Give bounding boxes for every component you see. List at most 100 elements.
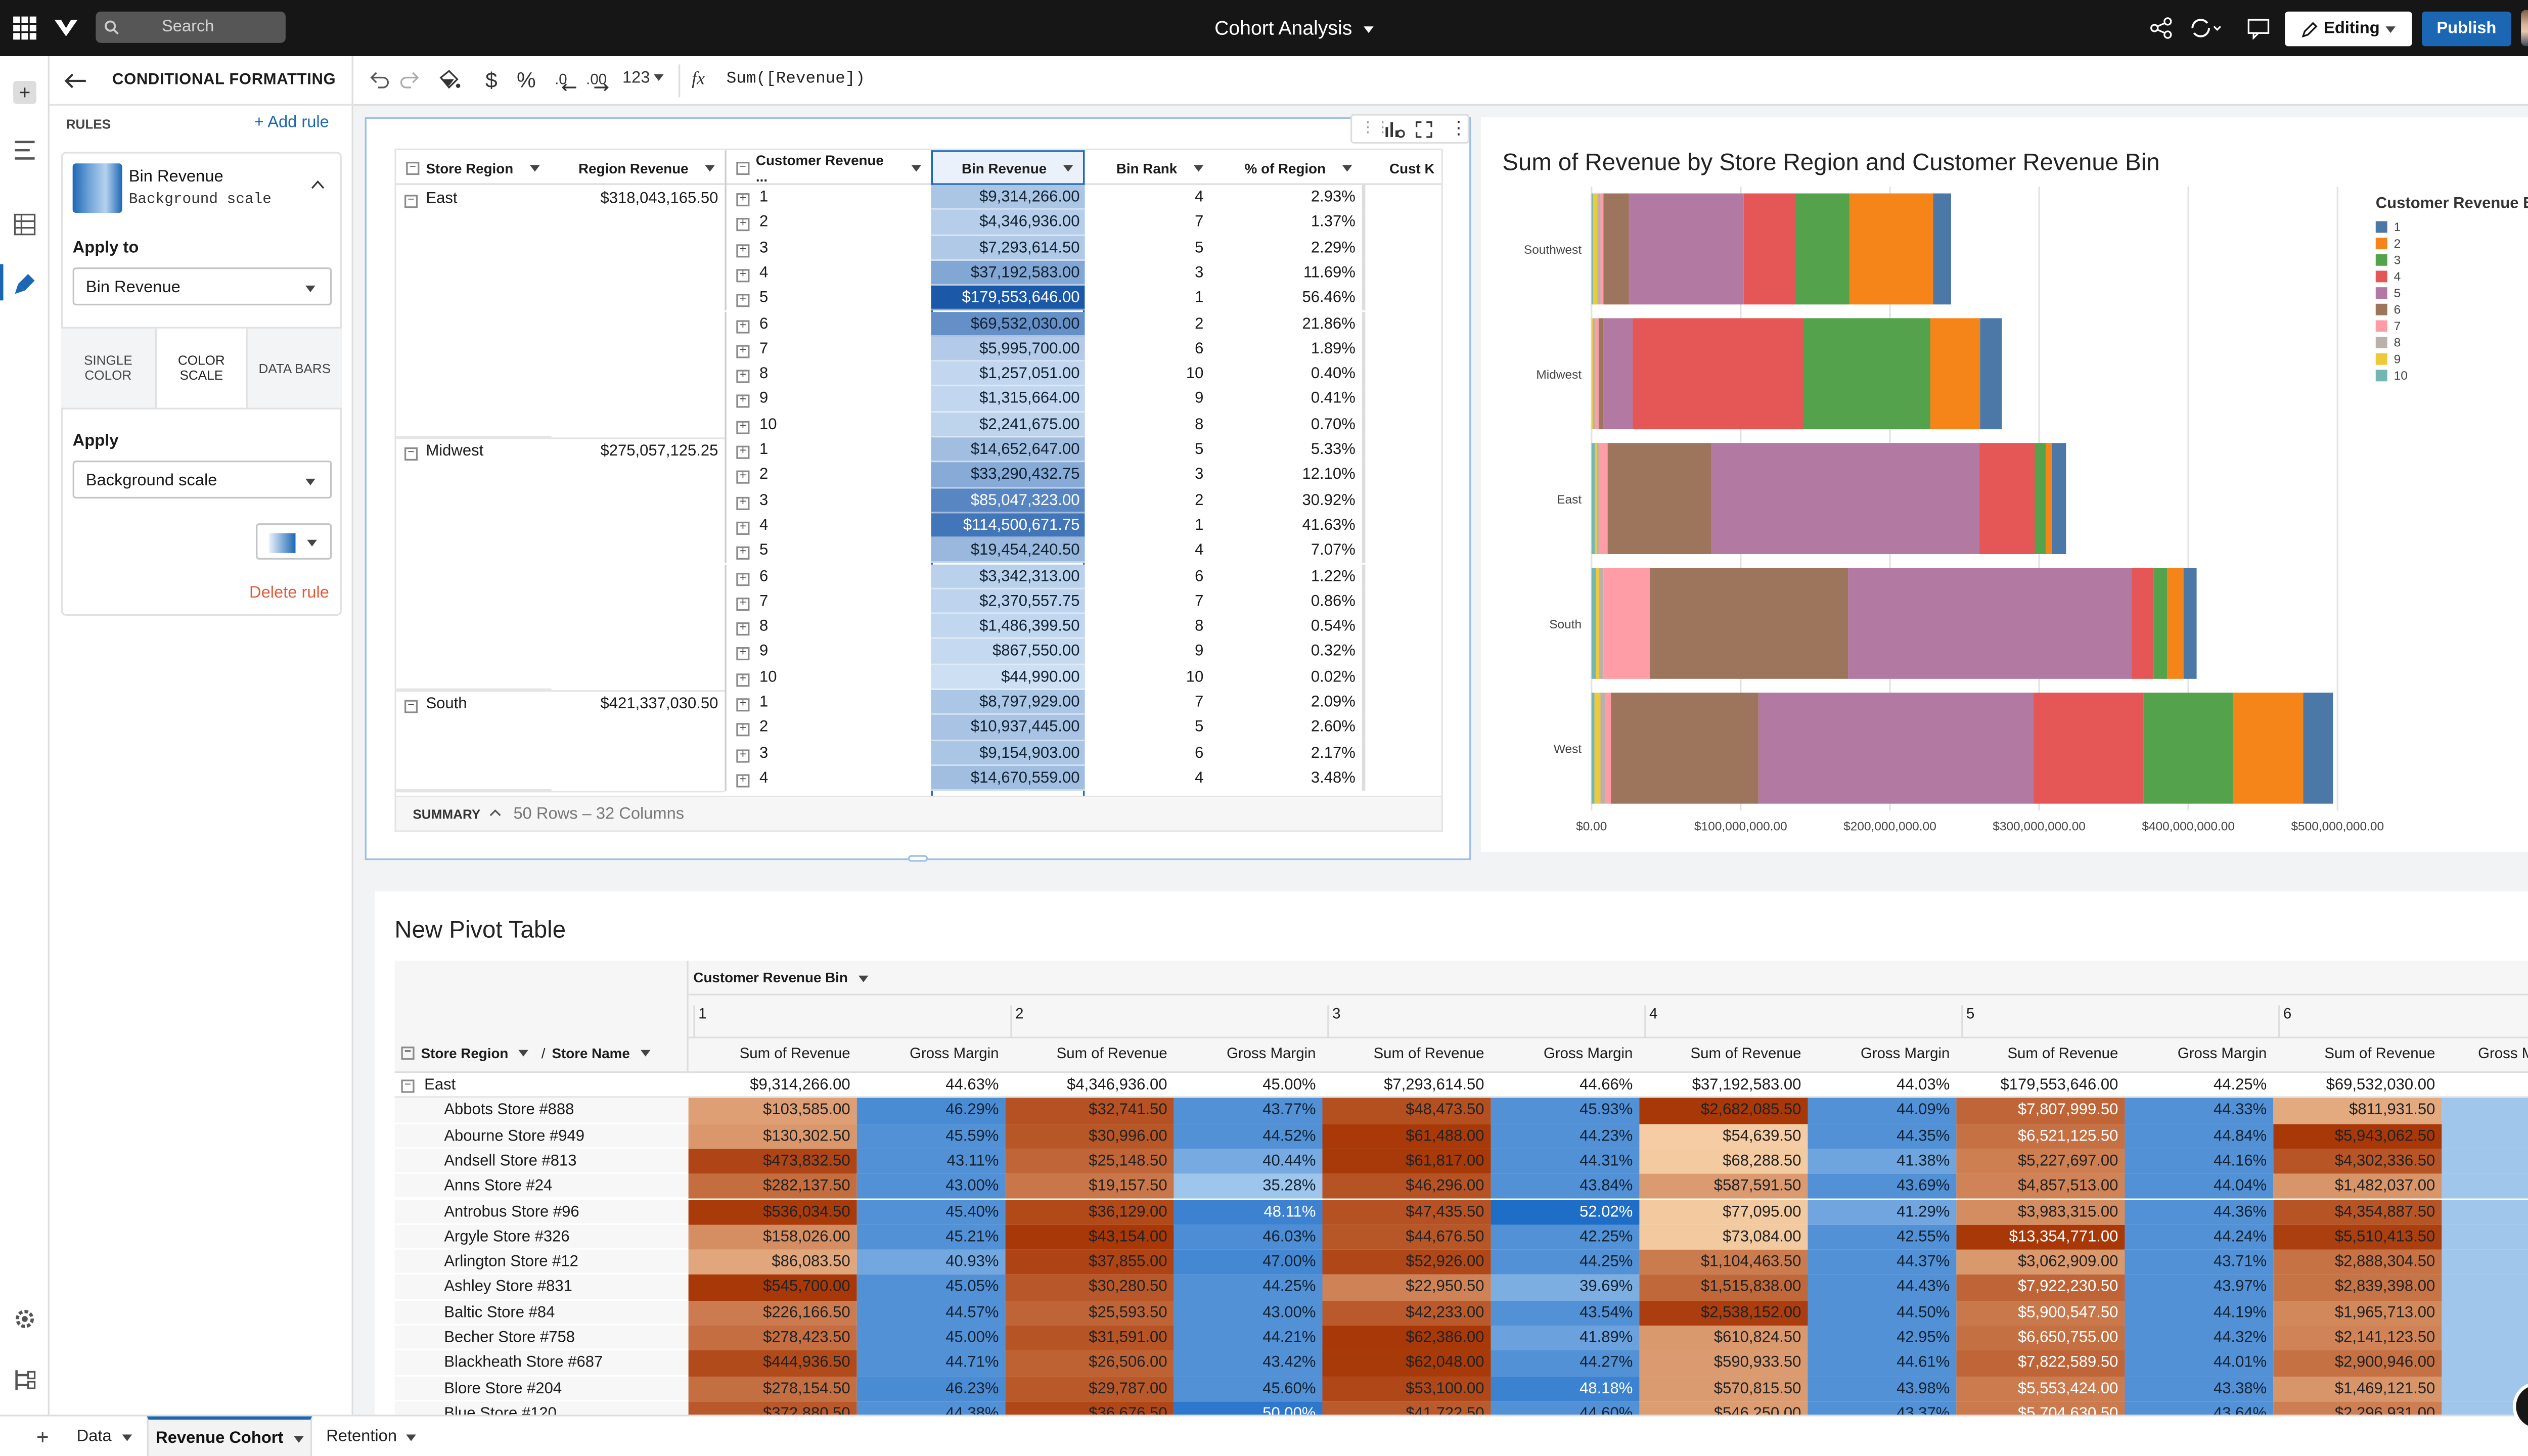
revenue-cell[interactable]: $47,435.50 xyxy=(1322,1199,1491,1225)
revenue-cell[interactable]: $73,084.00 xyxy=(1639,1224,1808,1250)
revenue-cell[interactable]: $2,538,152.00 xyxy=(1639,1300,1808,1326)
bin-revenue-cell[interactable]: $1,486,399.50 xyxy=(931,614,1085,640)
table-row[interactable]: Blue Store #120 $372,880.50 44.38% $36,676.… xyxy=(394,1401,2528,1415)
table-row[interactable]: Andsell Store #813 $473,832.50 43.11% $25,1… xyxy=(394,1149,2528,1174)
expand-icon[interactable]: + xyxy=(736,698,750,712)
table-row[interactable]: Antrobus Store #96 $536,034.50 45.40% $36,1… xyxy=(394,1199,2528,1225)
legend-item[interactable]: 2 xyxy=(2375,235,2401,251)
revenue-cell[interactable]: $41,722.50 xyxy=(1322,1401,1491,1415)
revenue-cell[interactable]: $62,386.00 xyxy=(1322,1326,1491,1351)
bar-segment[interactable] xyxy=(1711,443,1979,554)
expand-icon[interactable]: + xyxy=(736,673,750,687)
margin-cell[interactable]: 52.02% xyxy=(1491,1199,1640,1225)
revenue-cell[interactable]: $61,488.00 xyxy=(1322,1123,1491,1149)
table-row[interactable]: +9 $867,550.00 9 0.32% xyxy=(725,639,1441,665)
revenue-cell[interactable]: $2,682,085.50 xyxy=(1639,1098,1808,1124)
outline-icon[interactable] xyxy=(13,141,36,160)
revenue-cell[interactable]: $53,100.00 xyxy=(1322,1376,1491,1401)
bar-segment[interactable] xyxy=(1591,568,1596,679)
bar-segment[interactable] xyxy=(1633,318,1804,430)
revenue-cell[interactable]: $1,965,713.00 xyxy=(2273,1300,2442,1326)
revenue-cell[interactable]: $42,233.00 xyxy=(1322,1300,1491,1326)
margin-cell[interactable]: 40.44% xyxy=(1173,1149,1323,1174)
margin-cell[interactable]: 47.00% xyxy=(1173,1250,1323,1276)
bin-revenue-cell[interactable]: $1,257,051.00 xyxy=(931,361,1085,387)
revenue-cell[interactable]: $68,288.50 xyxy=(1639,1149,1808,1174)
margin-cell[interactable]: 4 xyxy=(2442,1123,2528,1149)
bar-segment[interactable] xyxy=(1600,193,1604,305)
revenue-cell[interactable]: $5,704,630.50 xyxy=(1956,1401,2125,1415)
bar-segment[interactable] xyxy=(2143,692,2233,804)
legend-item[interactable]: 7 xyxy=(2375,317,2401,334)
expand-icon[interactable]: + xyxy=(736,723,750,737)
bin-revenue-cell[interactable]: $85,047,323.00 xyxy=(931,488,1085,514)
margin-cell[interactable]: 41.89% xyxy=(1491,1326,1640,1351)
resize-handle[interactable] xyxy=(908,855,928,862)
revenue-cell[interactable]: $2,839,398.00 xyxy=(2273,1275,2442,1301)
measure-header[interactable]: Gross Margin xyxy=(910,1044,999,1062)
bin-revenue-cell[interactable]: $2,241,675.00 xyxy=(931,412,1085,438)
expand-icon[interactable]: + xyxy=(736,370,750,383)
margin-cell[interactable]: 44.27% xyxy=(1491,1350,1640,1376)
margin-cell[interactable]: 44.04% xyxy=(2125,1174,2274,1200)
expand-icon[interactable]: + xyxy=(736,319,750,333)
add-rule-button[interactable]: + Add rule xyxy=(254,114,329,132)
bin-header[interactable]: 5 xyxy=(1961,1005,2278,1038)
table-row[interactable]: Ashley Store #831 $545,700.00 45.05% $30,28… xyxy=(394,1275,2528,1301)
margin-cell[interactable]: 44.31% xyxy=(1491,1149,1640,1174)
pivot-group-row[interactable]: − East $9,314,266.00 44.63% $4,346,936.00 45.… xyxy=(394,1073,2528,1099)
revenue-cell[interactable]: $25,593.50 xyxy=(1005,1300,1174,1326)
bin-revenue-cell[interactable]: $5,995,700.00 xyxy=(931,336,1085,362)
revenue-cell[interactable]: $3,062,909.00 xyxy=(1956,1250,2125,1276)
margin-cell[interactable]: 43.77% xyxy=(1173,1098,1323,1124)
legend-item[interactable]: 10 xyxy=(2375,367,2408,383)
margin-cell[interactable]: 43.42% xyxy=(1173,1350,1323,1376)
margin-cell[interactable]: 44.71% xyxy=(856,1350,1006,1376)
revenue-cell[interactable]: $587,591.50 xyxy=(1639,1174,1808,1200)
expand-icon[interactable]: + xyxy=(736,597,750,611)
revenue-cell[interactable]: $546,250.00 xyxy=(1639,1401,1808,1415)
bar-segment[interactable] xyxy=(1796,193,1850,305)
decrease-decimal-icon[interactable]: .0 xyxy=(555,69,578,91)
rule-summary[interactable]: Bin Revenue Background scale xyxy=(63,154,340,220)
revenue-cell[interactable]: $536,034.50 xyxy=(688,1199,857,1225)
revenue-cell[interactable]: $31,591.00 xyxy=(1005,1326,1174,1351)
revenue-cell[interactable]: $46,296.00 xyxy=(1322,1174,1491,1200)
table-row[interactable]: +1 $8,797,929.00 7 2.09% xyxy=(725,690,1441,715)
column-header[interactable]: Region Revenue xyxy=(552,150,725,185)
more-menu-icon[interactable]: ⋮ xyxy=(1449,119,1468,139)
margin-cell[interactable]: 45.40% xyxy=(856,1199,1006,1225)
expand-icon[interactable]: + xyxy=(736,294,750,307)
bin-revenue-cell[interactable]: $867,550.00 xyxy=(931,639,1085,665)
margin-cell[interactable]: 43.97% xyxy=(2125,1275,2274,1301)
revenue-cell[interactable]: $19,157.50 xyxy=(1005,1174,1174,1200)
revenue-cell[interactable]: $811,931.50 xyxy=(2273,1098,2442,1124)
measure-header[interactable]: Sum of Revenue xyxy=(1056,1044,1167,1062)
bin-revenue-cell[interactable]: $44,990.00 xyxy=(931,664,1085,690)
bin-revenue-cell[interactable]: $179,553,646.00 xyxy=(931,286,1085,311)
table-row[interactable]: +9 $1,315,664.00 9 0.41% xyxy=(725,387,1441,413)
bin-header[interactable]: 3 xyxy=(1327,1005,1644,1038)
revenue-cell[interactable]: $7,922,230.50 xyxy=(1956,1275,2125,1301)
tab-data[interactable]: Data xyxy=(66,1417,142,1456)
expand-icon[interactable]: + xyxy=(736,622,750,636)
legend-item[interactable]: 3 xyxy=(2375,251,2401,267)
revenue-cell[interactable]: $545,700.00 xyxy=(688,1275,857,1301)
bar-segment[interactable] xyxy=(1591,318,1593,430)
revenue-cell[interactable]: $32,741.50 xyxy=(1005,1098,1174,1124)
comment-icon[interactable] xyxy=(2247,17,2270,40)
bar-segment[interactable] xyxy=(1980,318,2002,430)
share-icon[interactable] xyxy=(2149,17,2173,40)
bar-segment[interactable] xyxy=(1979,443,2035,554)
expand-icon[interactable]: + xyxy=(736,471,750,484)
revenue-cell[interactable]: $13,354,771.00 xyxy=(1956,1224,2125,1250)
bar-segment[interactable] xyxy=(2183,568,2197,679)
table-row[interactable]: +2 $4,346,936.00 7 1.37% xyxy=(725,210,1441,236)
revenue-cell[interactable]: $5,943,062.50 xyxy=(2273,1123,2442,1149)
collapse-icon[interactable]: − xyxy=(404,195,418,208)
expand-icon[interactable]: + xyxy=(736,243,750,257)
sync-icon[interactable] xyxy=(2189,17,2222,40)
apply-to-select[interactable]: Bin Revenue xyxy=(72,267,332,306)
bar-segment[interactable] xyxy=(2303,692,2333,804)
collapse-icon[interactable]: − xyxy=(401,1078,415,1092)
